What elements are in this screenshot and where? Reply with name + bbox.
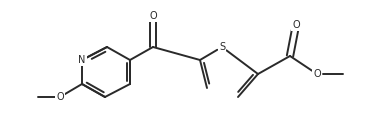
Text: S: S: [219, 42, 225, 52]
Text: O: O: [313, 69, 321, 79]
Text: O: O: [149, 11, 157, 21]
Text: N: N: [78, 55, 86, 65]
Text: O: O: [56, 92, 64, 102]
Text: O: O: [292, 20, 300, 30]
